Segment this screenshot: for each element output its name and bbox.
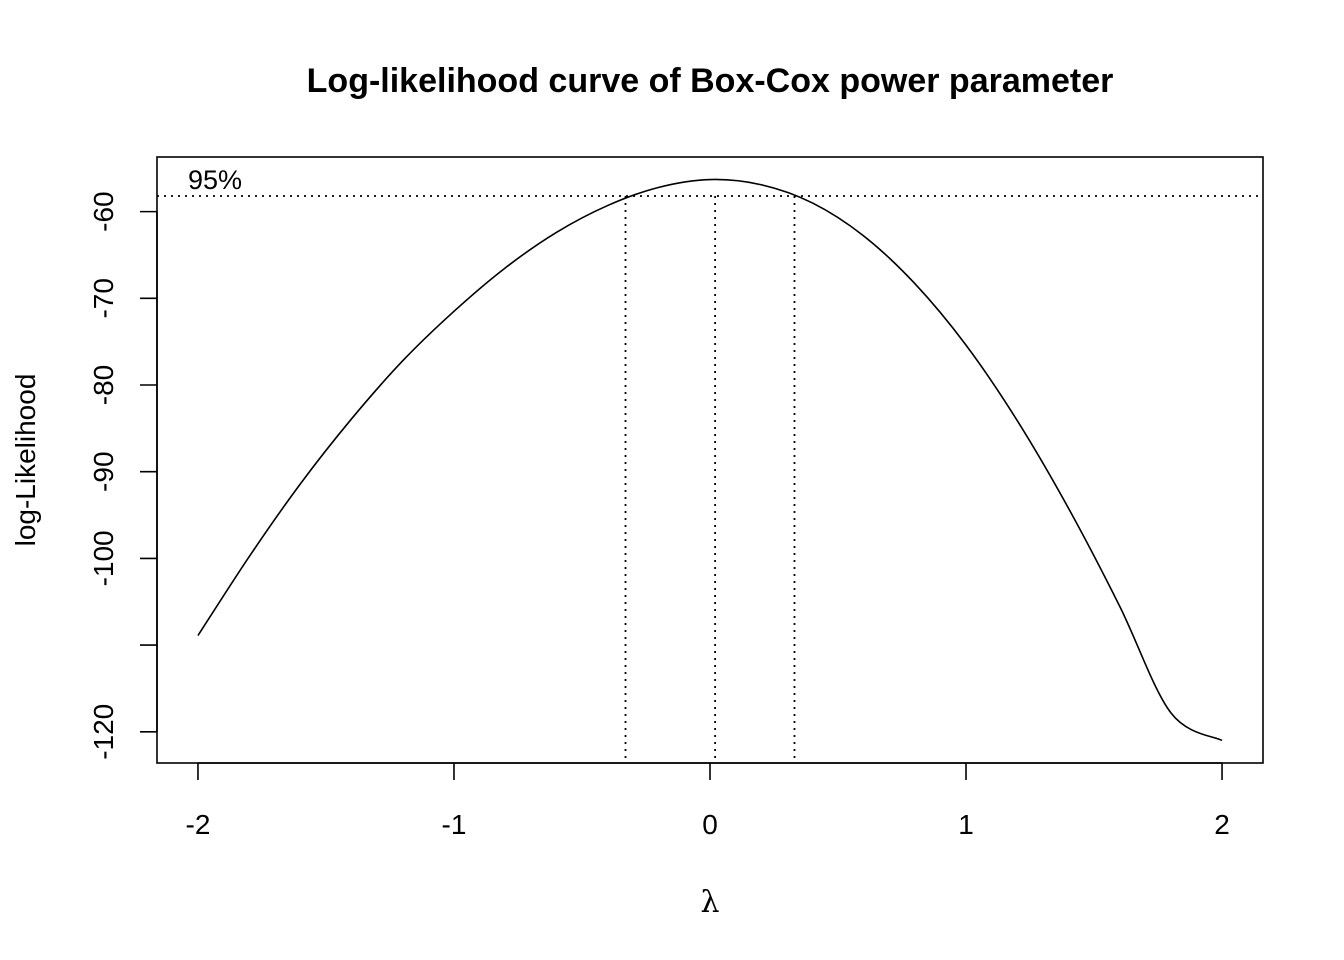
x-tick-label: 0: [702, 809, 718, 840]
y-tick-label: -90: [88, 451, 119, 491]
plot-frame: [156, 156, 1264, 764]
series-layer: [197, 178, 1223, 742]
log-likelihood-curve: [197, 178, 1223, 742]
ci-level-label: 95%: [188, 165, 242, 195]
x-tick-label: 2: [1214, 809, 1230, 840]
chart-title: Log-likelihood curve of Box-Cox power pa…: [307, 62, 1114, 100]
y-tick-label: -60: [88, 191, 119, 231]
y-tick-label: -70: [88, 278, 119, 318]
x-tick-label: -2: [186, 809, 211, 840]
y-axis: -120 -100 -90 -80 -70 -60: [88, 191, 158, 760]
x-tick-label: 1: [958, 809, 974, 840]
x-axis-label: λ: [700, 885, 719, 920]
y-tick-label: -80: [88, 365, 119, 405]
x-tick-label: -1: [442, 809, 467, 840]
y-axis-label: log-Likelihood: [10, 374, 41, 547]
reference-lines: [157, 195, 1263, 763]
y-tick-label: -100: [88, 530, 119, 586]
x-axis: -2 -1 0 1 2: [186, 762, 1230, 840]
y-tick-label: -120: [88, 704, 119, 760]
